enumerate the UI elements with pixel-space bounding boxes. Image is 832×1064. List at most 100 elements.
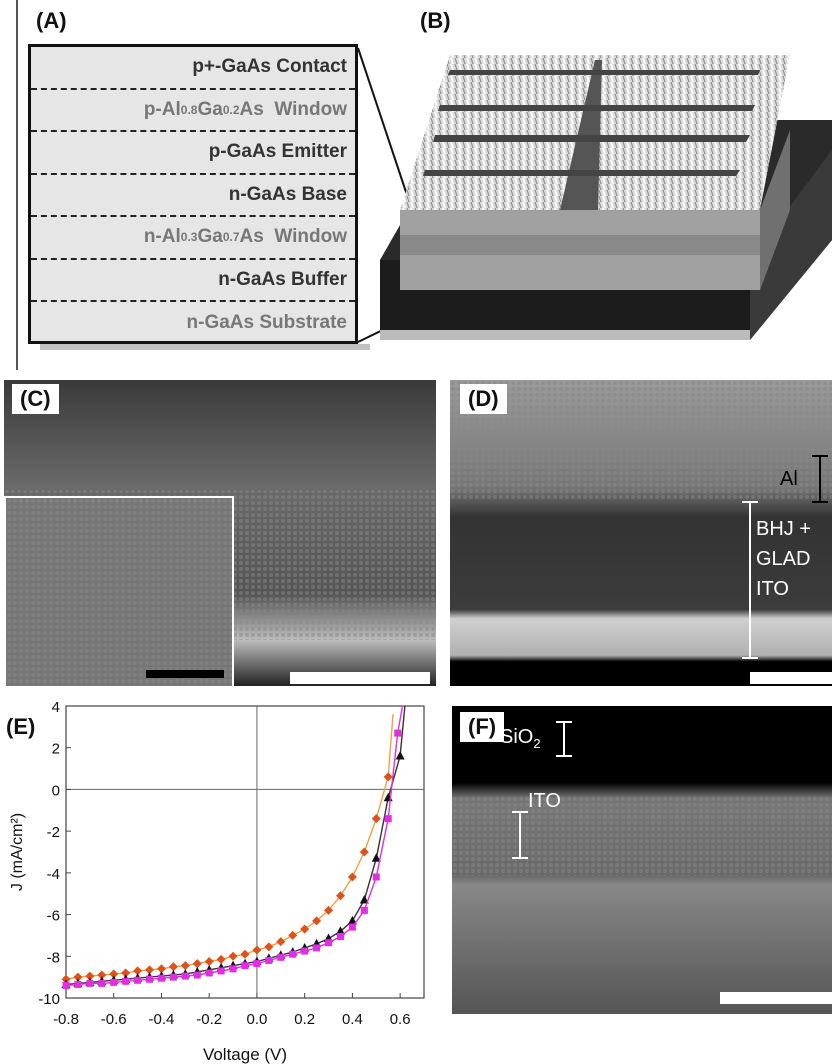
plot-frame [65,705,425,999]
glad-label: GLAD [756,548,811,570]
data-point-s0 [335,891,345,901]
data-point-s0 [252,945,262,955]
data-point-s0 [61,974,71,984]
scale-bar-d [750,672,832,684]
layer-4: n-Al 0.3 Ga 0.7 As Window [31,217,355,260]
data-point-s0 [133,966,143,976]
data-point-s0 [97,970,107,980]
data-point-s2 [62,981,70,989]
x-tick-label: 0.6 [390,1011,411,1028]
ito-label-f: ITO [528,790,561,812]
data-point-s2 [384,815,392,823]
data-point-s1 [359,894,369,904]
series-line-2 [65,705,404,987]
x-axis-label: Voltage (V) [203,1045,287,1064]
x-tick-label: 0.2 [294,1011,315,1028]
data-point-s2 [289,950,297,958]
data-point-s2 [98,979,106,987]
data-point-s2 [169,973,177,981]
bhj-label: BHJ + [756,518,812,540]
data-point-s0 [216,954,226,964]
data-point-s2 [253,960,261,968]
x-tick-label: -0.2 [196,1011,222,1028]
scale-bar-c [290,672,430,684]
data-point-s2 [146,975,154,983]
data-point-s1 [371,853,381,862]
data-point-s0 [383,772,393,782]
layer-0: p+-GaAs Contact [31,47,355,90]
layer-label: p-GaAs Emitter [208,141,347,163]
data-point-s0 [228,951,238,961]
layer-label-part: p-Al [143,98,181,120]
data-point-s2 [157,974,165,982]
data-point-s2 [205,969,213,977]
x-tick-label: -0.6 [101,1011,127,1028]
layer-label-part: Ga [197,98,223,120]
layer-label-part: As Window [239,226,348,248]
y-axis-label: J (mA/cm²) [9,813,26,891]
layer-label-part: 0.3 [180,230,198,245]
data-point-s0 [145,965,155,975]
data-point-s2 [372,873,380,881]
inset-scale-bar [146,670,224,678]
sio2-label: SiO2 [500,726,541,751]
layer-label-part: As Window [239,98,348,120]
panel-d-label: (D) [460,384,507,414]
data-point-s2 [394,729,402,737]
y-tick-label: 4 [52,699,60,716]
layer-label: n-GaAs Buffer [218,268,347,290]
data-point-s2 [277,953,285,961]
data-point-s0 [276,937,286,947]
data-point-s0 [288,930,298,940]
data-point-s2 [122,977,130,985]
y-tick-label: -10 [38,991,60,1008]
panel-a-label: (A) [36,8,67,33]
sem-image-f: SiO2 ITO [452,706,832,1014]
data-point-s0 [240,949,250,959]
data-point-s2 [193,971,201,979]
figure-left-rule [16,0,18,370]
data-point-s0 [192,959,202,969]
data-point-s0 [300,924,310,934]
data-point-s1 [395,751,405,760]
data-point-s2 [313,944,321,952]
data-point-s0 [204,957,214,966]
panel-b-label: (B) [420,8,451,33]
data-point-s2 [86,979,94,987]
layer-label: n-GaAs Base [228,183,347,205]
data-point-s0 [347,872,357,882]
y-tick-label: -2 [47,824,60,841]
data-point-s0 [180,961,190,971]
panel-f-label: (F) [460,712,505,742]
jv-chart: -0.8 -0.6 -0.4 -0.2 0.0 0.2 0.4 0.6 4 2 0 -2 -4 -6 -8 -… [9,699,425,1064]
series-line-1 [65,705,406,986]
data-point-s2 [325,939,333,947]
data-point-s2 [301,947,309,955]
data-point-s0 [109,969,119,979]
data-point-s0 [73,972,83,982]
data-point-s0 [312,916,322,926]
x-tick-label: 0.4 [342,1011,363,1028]
data-point-s0 [156,964,166,974]
sem-image-d: Al BHJ + GLAD ITO [450,380,832,686]
layer-label: n-GaAs Substrate [186,312,347,334]
y-tick-label: -4 [47,866,60,883]
data-point-s2 [348,923,356,931]
layer-label-part: 0.2 [222,102,240,117]
y-tick-label: 2 [52,741,60,758]
data-point-s1 [347,915,357,925]
layer-stack-diagram: p+-GaAs Contact p-Al 0.8 Ga 0.2 As Window p-Ga… [28,44,358,344]
stack-shadow [40,344,370,350]
data-point-s2 [74,980,82,988]
data-point-s2 [134,976,142,984]
data-point-s2 [181,972,189,980]
data-point-s2 [241,962,249,970]
device-3d-schematic [380,55,832,340]
x-tick-label: 0.0 [247,1011,268,1028]
layer-1: p-Al 0.8 Ga 0.2 As Window [31,90,355,132]
layer-2: p-GaAs Emitter [31,132,355,175]
data-point-s0 [324,905,334,915]
panel-c-label: (C) [12,384,59,414]
layer-label-part: 0.8 [180,102,198,117]
ito-label-d: ITO [756,578,789,600]
